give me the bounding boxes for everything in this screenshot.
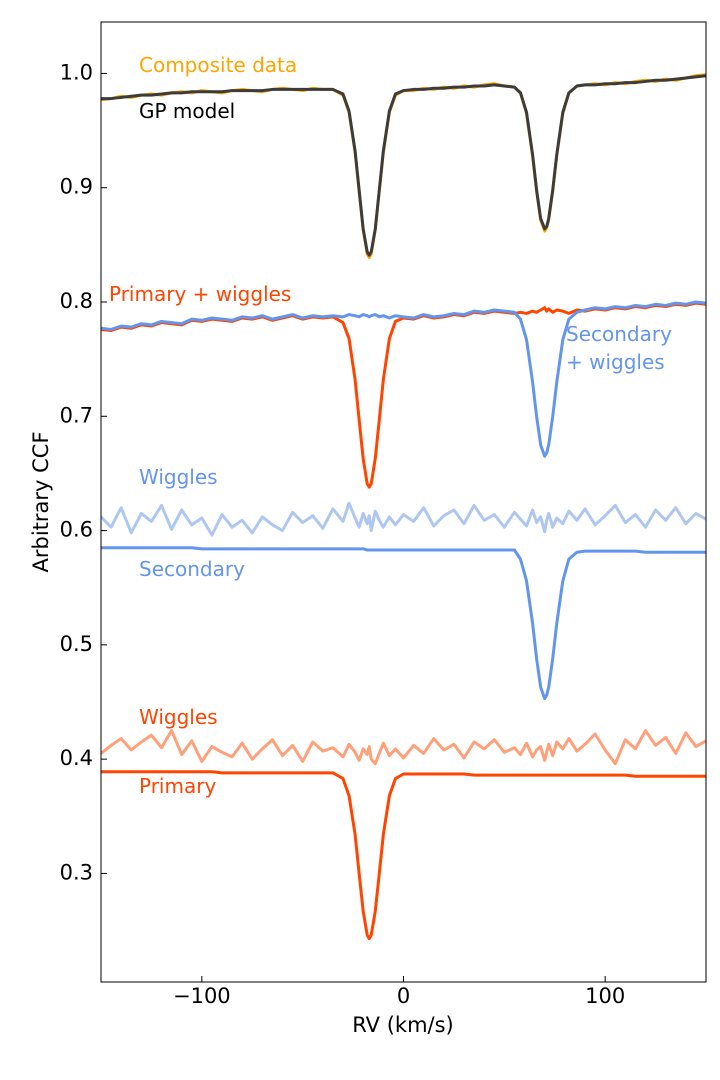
series-label: GP model bbox=[139, 99, 236, 123]
x-tick-label: −100 bbox=[173, 984, 231, 1008]
plot-frame bbox=[100, 21, 707, 983]
series-line bbox=[101, 546, 706, 701]
series-line bbox=[101, 770, 706, 941]
series-line bbox=[101, 300, 706, 458]
x-axis-label: RV (km/s) bbox=[352, 1013, 454, 1037]
series-label: Secondary + wiggles bbox=[566, 322, 672, 374]
x-tick-label: 0 bbox=[397, 984, 410, 1008]
series-line bbox=[101, 729, 706, 766]
series-label: Composite data bbox=[139, 53, 298, 77]
y-tick-label: 0.8 bbox=[60, 289, 93, 313]
y-tick-label: 0.9 bbox=[60, 175, 93, 199]
y-tick-label: 0.3 bbox=[60, 860, 93, 884]
y-axis-label: Arbitrary CCF bbox=[29, 431, 53, 572]
series-line bbox=[101, 501, 706, 537]
series-label: Primary bbox=[139, 774, 217, 798]
series-label: Primary + wiggles bbox=[109, 282, 292, 306]
series-label: Secondary bbox=[139, 557, 245, 581]
series-label: Wiggles bbox=[139, 705, 218, 729]
series-line bbox=[101, 74, 706, 257]
y-tick-label: 0.4 bbox=[60, 746, 93, 770]
y-tick-label: 0.6 bbox=[60, 518, 93, 542]
series-label: Wiggles bbox=[139, 465, 218, 489]
x-tick-label: 100 bbox=[585, 984, 625, 1008]
y-tick-label: 0.5 bbox=[60, 632, 93, 656]
y-tick-label: 0.7 bbox=[60, 403, 93, 427]
y-tick-label: 1.0 bbox=[60, 60, 93, 84]
